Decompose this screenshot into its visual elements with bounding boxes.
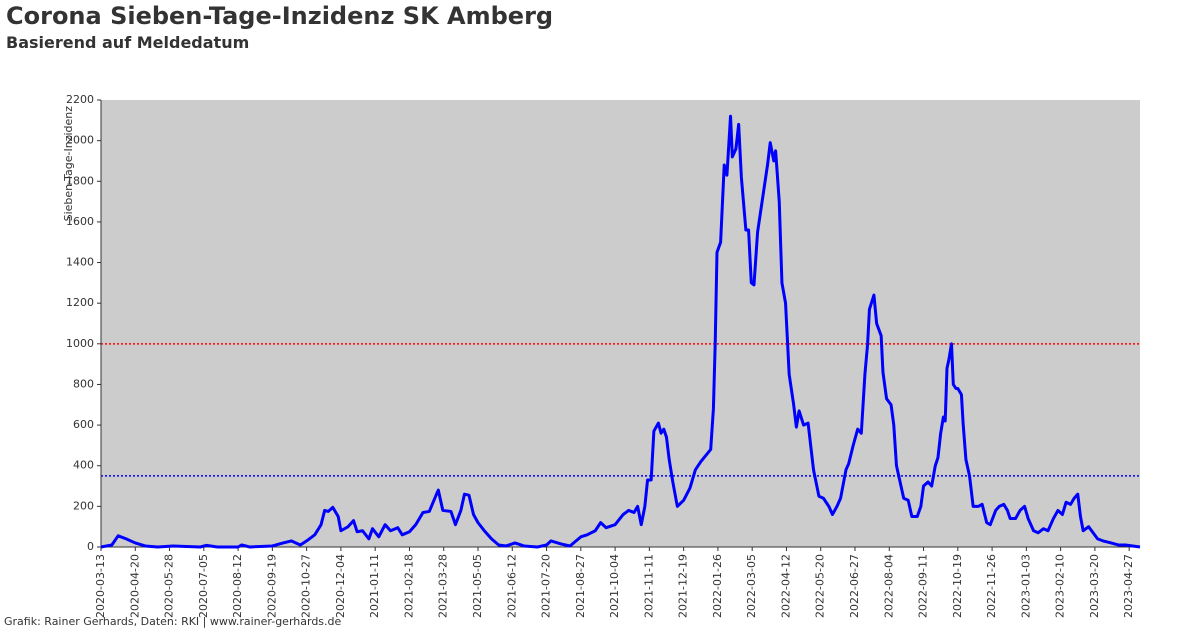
x-tick-label: 2023-02-10 <box>1054 554 1067 618</box>
y-tick-label: 400 <box>73 459 94 472</box>
footer: Grafik: Rainer Gerhards, Daten: RKI | ww… <box>4 615 342 628</box>
x-tick-label: 2021-08-27 <box>574 554 587 618</box>
y-axis-label: Sieben-Tage-Inzidenz <box>62 106 75 222</box>
x-tick-label: 2020-10-27 <box>300 554 313 618</box>
y-tick-label: 800 <box>73 377 94 390</box>
x-tick-label: 2021-05-05 <box>471 554 484 618</box>
x-tick-label: 2023-04-27 <box>1122 554 1135 618</box>
x-tick-label: 2022-08-04 <box>882 554 895 618</box>
x-tick-label: 2022-03-05 <box>745 554 758 618</box>
x-tick-label: 2022-01-26 <box>711 554 724 618</box>
x-tick-label: 2023-01-03 <box>1019 554 1032 618</box>
y-tick-label: 1600 <box>66 215 94 228</box>
y-tick-label: 2200 <box>66 93 94 106</box>
x-tick-label: 2023-03-20 <box>1088 554 1101 618</box>
x-tick-label: 2022-10-19 <box>951 554 964 618</box>
x-tick-label: 2020-12-04 <box>334 554 347 618</box>
x-tick-label: 2020-09-19 <box>265 554 278 618</box>
y-tick-label: 2000 <box>66 134 94 147</box>
y-tick-label: 1200 <box>66 296 94 309</box>
x-tick-label: 2021-12-19 <box>677 554 690 618</box>
x-tick-label: 2021-10-04 <box>608 554 621 618</box>
y-tick-label: 0 <box>87 540 94 553</box>
x-tick-label: 2021-02-18 <box>402 554 415 618</box>
y-tick-label: 1800 <box>66 174 94 187</box>
plot-area <box>101 100 1140 547</box>
y-tick-label: 1400 <box>66 256 94 269</box>
x-tick-label: 2020-05-28 <box>163 554 176 618</box>
x-tick-label: 2022-09-11 <box>917 554 930 618</box>
x-tick-label: 2020-04-20 <box>128 554 141 618</box>
y-tick-label: 200 <box>73 499 94 512</box>
x-tick-label: 2020-03-13 <box>94 554 107 618</box>
x-tick-label: 2020-07-05 <box>197 554 210 618</box>
x-tick-label: 2021-03-28 <box>437 554 450 618</box>
x-tick-label: 2022-11-26 <box>985 554 998 618</box>
x-tick-label: 2021-01-11 <box>368 554 381 618</box>
x-tick-label: 2021-07-20 <box>540 554 553 618</box>
y-tick-label: 1000 <box>66 337 94 350</box>
x-tick-label: 2022-04-12 <box>779 554 792 618</box>
data-line <box>100 114 1141 549</box>
x-tick-label: 2022-06-27 <box>848 554 861 618</box>
x-tick-label: 2021-06-12 <box>505 554 518 618</box>
x-tick-label: 2022-05-20 <box>814 554 827 618</box>
chart-subtitle: Basierend auf Meldedatum <box>6 33 249 52</box>
x-tick-label: 2021-11-11 <box>642 554 655 618</box>
y-tick-label: 600 <box>73 418 94 431</box>
x-tick-label: 2020-08-12 <box>231 554 244 618</box>
chart-title: Corona Sieben-Tage-Inzidenz SK Amberg <box>6 2 553 30</box>
